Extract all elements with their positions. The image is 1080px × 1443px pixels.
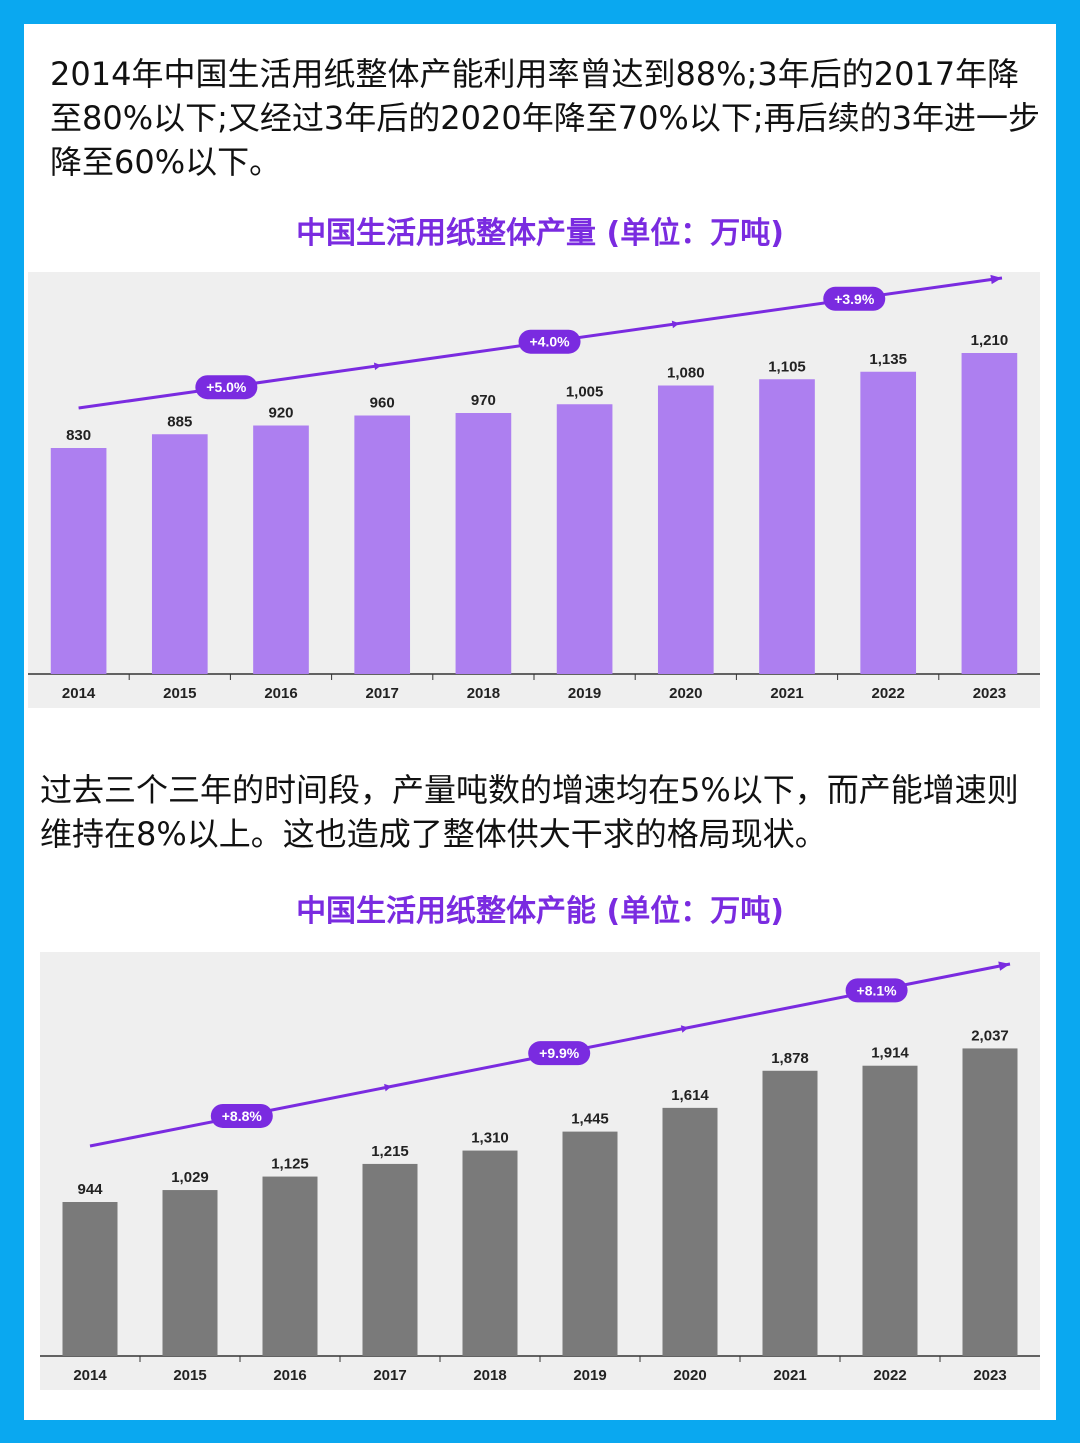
- bar-2018: [455, 413, 512, 674]
- year-label-2019: 2019: [568, 685, 601, 702]
- capacity-bar-chart: 944 2014 1,029 2015 1,125 2016 1,215 2017 1,310 2…: [40, 952, 1040, 1390]
- bar-2023: [962, 1048, 1018, 1356]
- bar-2015: [151, 434, 208, 674]
- value-label-2020: 1,614: [671, 1087, 709, 1104]
- bar-2017: [362, 1163, 418, 1356]
- bar-2018: [462, 1150, 518, 1356]
- value-label-2022: 1,914: [871, 1045, 909, 1062]
- bar-2017: [354, 415, 411, 674]
- value-label-2016: 920: [268, 405, 293, 422]
- year-label-2023: 2023: [973, 1367, 1006, 1384]
- year-label-2019: 2019: [573, 1367, 606, 1384]
- value-label-2017: 960: [370, 395, 395, 412]
- intro-paragraph: 2014年中国生活用纸整体产能利用率曾达到88%;3年后的2017年降至80%以…: [50, 55, 1040, 181]
- growth-pill-2: [518, 329, 581, 354]
- segment-marker: [671, 320, 680, 329]
- value-label-2020: 1,080: [667, 365, 705, 382]
- year-label-2020: 2020: [673, 1367, 706, 1384]
- bar-2016: [253, 425, 309, 674]
- year-label-2015: 2015: [173, 1367, 206, 1384]
- year-label-2022: 2022: [873, 1367, 906, 1384]
- bar-2016: [262, 1176, 318, 1356]
- bar-2020: [662, 1107, 718, 1356]
- growth-label-3: +8.1%: [857, 982, 898, 998]
- segment-marker: [384, 1083, 392, 1092]
- capacity-chart-title: 中国生活用纸整体产能 (单位：万吨): [296, 894, 784, 929]
- value-label-2023: 1,210: [971, 332, 1009, 349]
- growth-label-2: +9.9%: [539, 1045, 580, 1061]
- value-label-2014: 830: [66, 427, 91, 444]
- bar-2020: [657, 385, 714, 674]
- year-label-2014: 2014: [73, 1367, 107, 1384]
- growth-pill-2: [528, 1041, 591, 1066]
- year-label-2018: 2018: [473, 1367, 506, 1384]
- year-label-2023: 2023: [973, 685, 1006, 702]
- growth-pill-3: [823, 286, 886, 311]
- middle-paragraph: 过去三个三年的时间段，产量吨数的增速均在5%以下，而产能增速则维持在8%以上。这…: [40, 771, 1019, 853]
- value-label-2019: 1,005: [566, 383, 604, 400]
- year-label-2017: 2017: [373, 1367, 406, 1384]
- value-label-2018: 970: [471, 392, 496, 409]
- bar-2021: [759, 379, 815, 674]
- year-label-2022: 2022: [872, 685, 905, 702]
- value-label-2015: 885: [167, 413, 192, 430]
- value-label-2015: 1,029: [171, 1169, 209, 1186]
- segment-marker: [373, 362, 382, 371]
- content-card: 2014年中国生活用纸整体产能利用率曾达到88%;3年后的2017年降至80%以…: [24, 24, 1056, 1420]
- value-label-2018: 1,310: [471, 1130, 509, 1147]
- year-label-2016: 2016: [264, 685, 297, 702]
- bar-2022: [860, 371, 917, 674]
- value-label-2014: 944: [77, 1181, 103, 1198]
- value-label-2023: 2,037: [971, 1027, 1009, 1044]
- trend-arrowhead: [990, 274, 1002, 285]
- value-label-2021: 1,105: [768, 358, 806, 375]
- bar-2014: [50, 448, 107, 674]
- bar-2019: [562, 1131, 618, 1356]
- growth-label-3: +3.9%: [834, 291, 875, 307]
- year-label-2021: 2021: [770, 685, 803, 702]
- bar-2023: [961, 353, 1018, 674]
- year-label-2015: 2015: [163, 685, 196, 702]
- value-label-2021: 1,878: [771, 1050, 809, 1067]
- production-bar-chart: 830 2014 885 2015 920 2016 960 2017 970 2018 1,005…: [28, 272, 1040, 708]
- value-label-2022: 1,135: [869, 351, 907, 368]
- year-label-2014: 2014: [62, 685, 96, 702]
- bar-2014: [62, 1202, 118, 1356]
- growth-label-1: +8.8%: [222, 1108, 263, 1124]
- bar-2015: [162, 1190, 218, 1356]
- bar-2019: [556, 404, 613, 674]
- year-label-2016: 2016: [273, 1367, 306, 1384]
- growth-pill-1: [195, 375, 258, 400]
- year-label-2020: 2020: [669, 685, 702, 702]
- year-label-2018: 2018: [467, 685, 500, 702]
- bar-2022: [862, 1065, 918, 1356]
- production-chart-title: 中国生活用纸整体产量 (单位：万吨): [296, 216, 784, 251]
- year-label-2021: 2021: [773, 1367, 806, 1384]
- value-label-2016: 1,125: [271, 1156, 309, 1173]
- trend-arrowhead: [998, 961, 1010, 971]
- value-label-2019: 1,445: [571, 1111, 609, 1128]
- bar-2021: [762, 1070, 818, 1356]
- growth-label-2: +4.0%: [529, 334, 570, 350]
- year-label-2017: 2017: [366, 685, 399, 702]
- value-label-2017: 1,215: [371, 1143, 409, 1160]
- growth-pill-1: [210, 1103, 273, 1128]
- growth-pill-3: [845, 978, 908, 1003]
- growth-label-1: +5.0%: [206, 379, 247, 395]
- segment-marker: [680, 1025, 689, 1033]
